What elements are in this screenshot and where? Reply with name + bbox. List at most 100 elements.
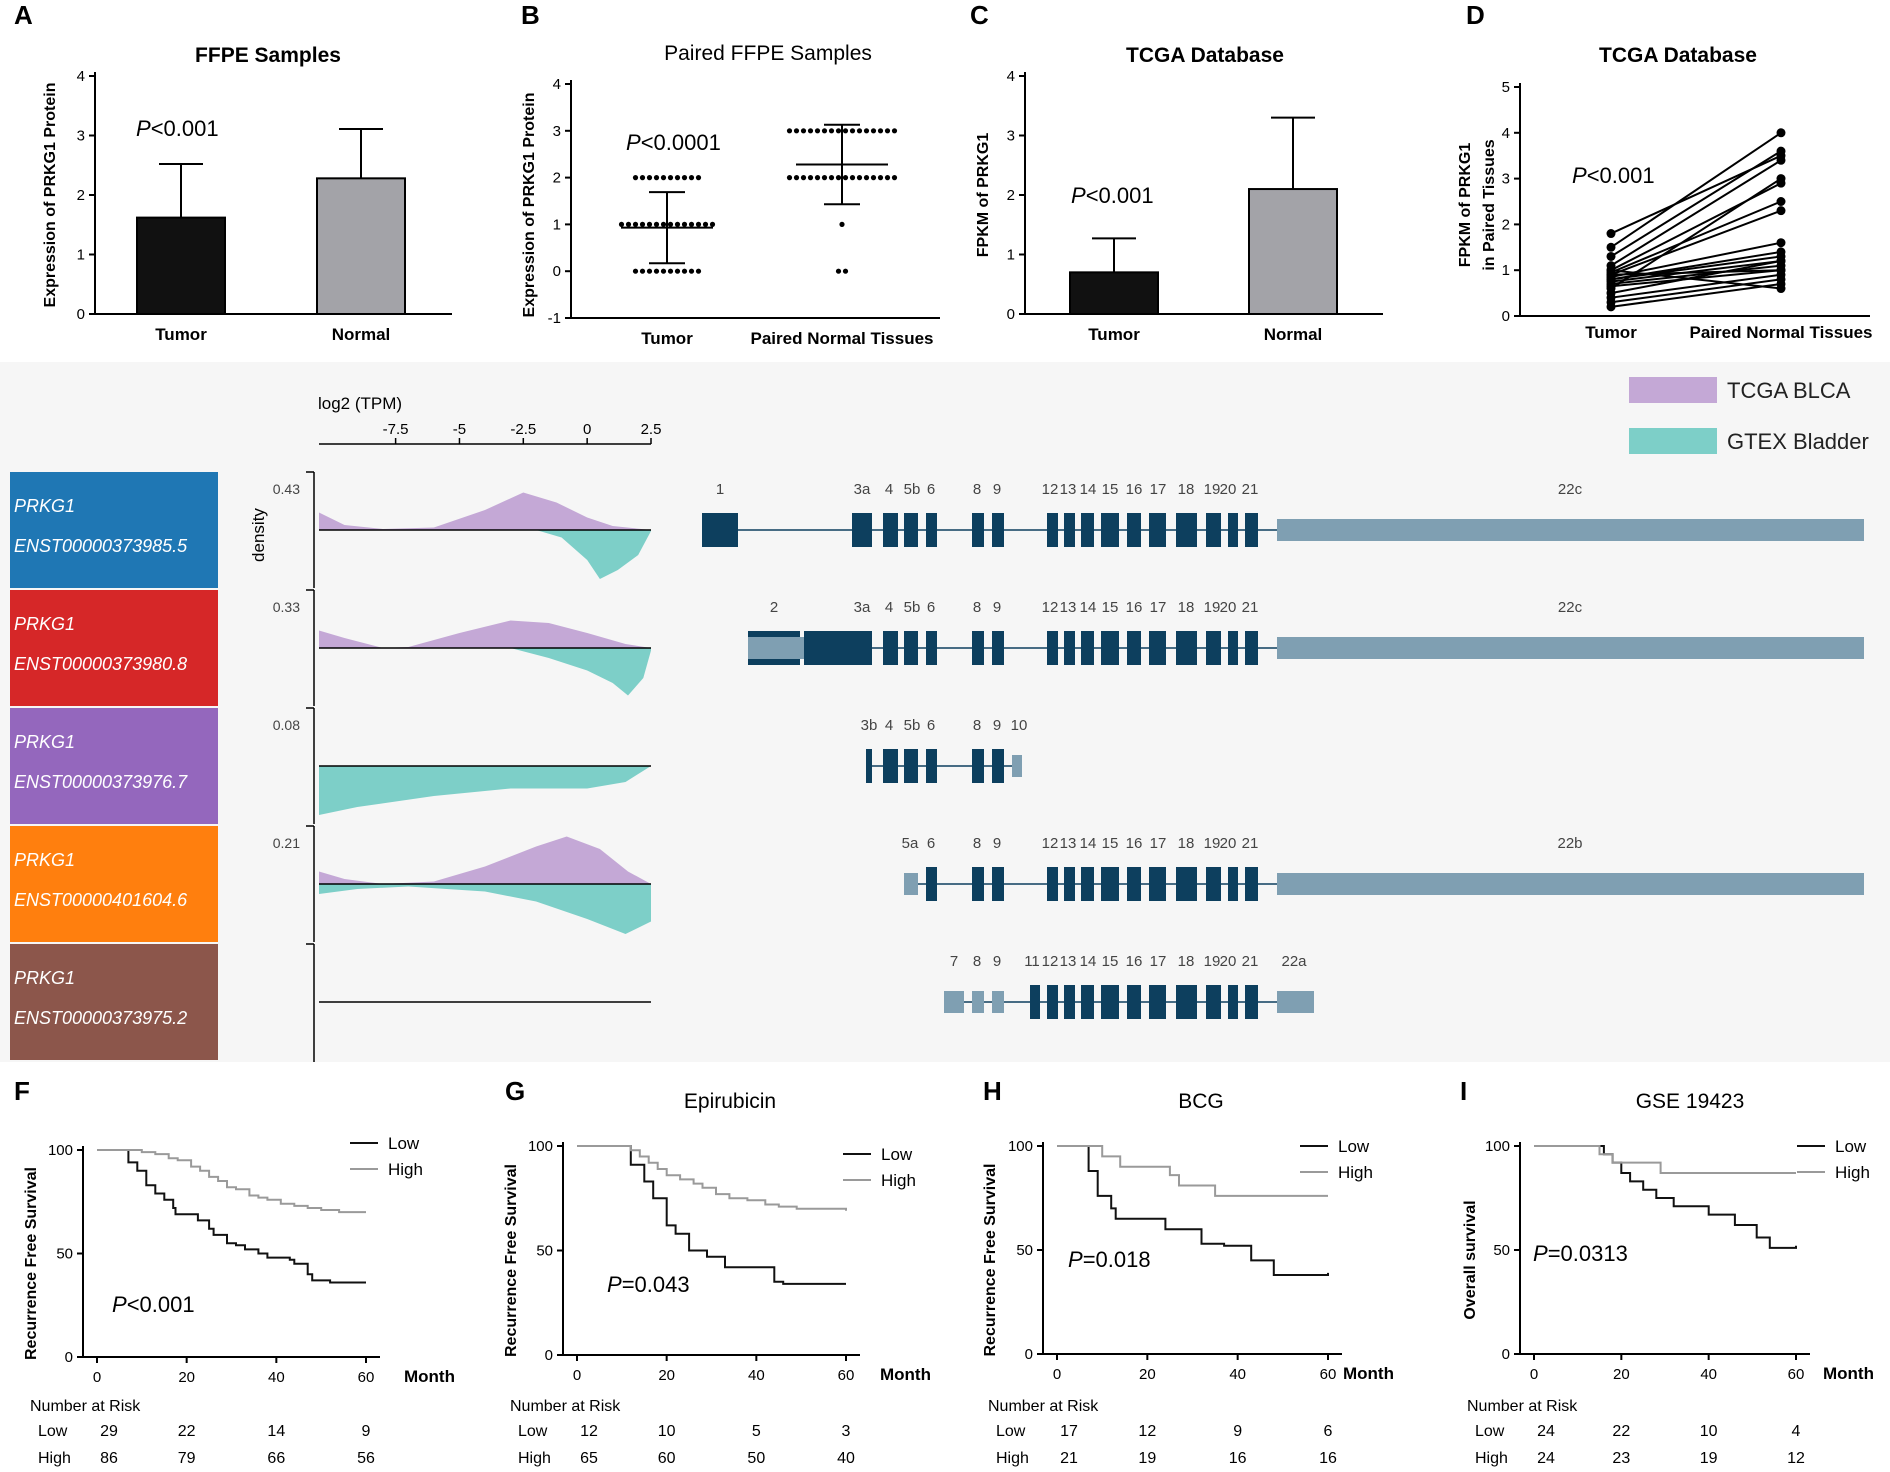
category-label: Tumor [1585,323,1637,342]
exon-17 [1149,513,1166,547]
data-point [654,222,659,227]
exon-label: 19 [1204,481,1221,498]
risk-table-title: Number at Risk [988,1398,1099,1415]
data-point [1607,284,1616,293]
exon-label: 17 [1150,835,1167,852]
chart-panel-i: GSE 19423 0 50 100 0 20 40 60 Month Overall survi… [1462,1090,1874,1467]
data-point [640,269,645,274]
isoform-id: ENST00000373980.8 [14,654,187,674]
density-max-label: 0.33 [273,599,300,615]
p-value: P<0.001 [136,116,219,141]
p-symbol: P [626,130,641,155]
data-point [654,175,659,180]
exon-5b [904,631,918,665]
exon-19 [1206,867,1221,901]
density-x-tick-label: 0 [583,421,591,438]
data-point [675,175,680,180]
data-point [878,128,883,133]
exon-22c [1277,519,1864,541]
density-max-label: 0.08 [273,717,300,733]
data-point [1607,275,1616,284]
exon-20 [1228,867,1238,901]
legend-label: Low [1338,1137,1370,1156]
data-point [836,269,841,274]
isoform-id: ENST00000373975.2 [14,1008,187,1028]
exon-label: 6 [927,481,935,498]
y-tick-label: 0 [553,263,561,280]
panel-letter-a: A [14,0,33,30]
data-point [822,128,827,133]
isoform-label-box [10,708,218,824]
y-axis-label: FPKM of PRKG1 [1457,143,1474,268]
exon-14 [1081,985,1094,1019]
risk-value: 21 [1060,1450,1078,1467]
density-x-tick-label: 2.5 [641,421,662,438]
y-tick-label: 100 [1485,1138,1510,1155]
isoform-id: ENST00000373985.5 [14,536,188,556]
km-curve-high [577,1146,846,1211]
exon-14 [1081,513,1094,547]
exon-4 [883,513,898,547]
risk-row-label: Low [1475,1423,1505,1440]
exon-21 [1245,513,1258,547]
exon-label: 5b [904,599,921,616]
y-axis-label: FPKM of PRKG1 [975,133,992,258]
y-tick-label: 100 [48,1142,73,1159]
data-point [801,128,806,133]
x-tick-label: 60 [838,1367,855,1384]
exon-6 [926,867,937,901]
exon-label: 5a [902,835,919,852]
panel-letter-d: D [1466,0,1485,30]
y-tick-label: 0 [1007,306,1015,323]
y-tick-label: 2 [1007,187,1015,204]
km-curve-low [1534,1146,1796,1248]
data-point [864,128,869,133]
exon-label: 8 [973,835,981,852]
chart-panel-f: 0501000 20 40 60 MonthRecurrence Free Surviv… [23,1134,455,1467]
panel-letter-h: H [983,1076,1002,1106]
chart-panel-d: TCGA Database012345FPKM of PRKG1 in Paire… [1457,44,1873,342]
exon-19 [1206,513,1221,547]
data-point [836,128,841,133]
exon-label: 9 [993,481,1001,498]
data-point [1777,174,1786,183]
risk-value: 12 [1138,1423,1156,1440]
risk-value: 5 [752,1423,761,1440]
exon-8 [972,631,984,665]
exon-22b [1277,873,1864,895]
utr-5prime [748,637,804,659]
y-tick-label: 0 [77,306,85,323]
exon-label: 16 [1126,599,1143,616]
exon-15 [1101,867,1119,901]
p-value: P<0.001 [1572,163,1655,188]
exon-label: 13 [1060,953,1077,970]
y-tick-label: 2 [553,170,561,187]
risk-table-title: Number at Risk [510,1398,621,1415]
exon-17 [1149,631,1166,665]
p-value: P<0.0001 [626,130,721,155]
data-point [619,222,624,227]
exon-label: 21 [1242,835,1259,852]
data-point [647,269,652,274]
risk-table-title: Number at Risk [30,1398,141,1415]
exon-19 [1206,985,1221,1019]
p-symbol: P [1068,1247,1083,1272]
chart-panel-a: FFPE Samples 0 1 2 3 4 Expression of PRKG1 Pro… [42,44,452,344]
data-point [864,175,869,180]
y-axis-label: Expression of PRKG1 Protein [42,83,59,308]
isoform-gene: PRKG1 [14,496,75,516]
data-point [892,175,897,180]
data-point [633,222,638,227]
exon-label: 15 [1102,599,1119,616]
x-axis-label: Month [880,1365,931,1384]
exon-21 [1245,985,1258,1019]
data-point [1777,156,1786,165]
p-symbol: P [1071,183,1086,208]
data-point [1777,247,1786,256]
density-x-tick-label: -5 [453,421,466,438]
x-tick-label: 40 [1700,1366,1717,1383]
exon-label: 8 [973,599,981,616]
x-tick-label: 60 [1320,1366,1337,1383]
data-point [857,128,862,133]
data-point [696,222,701,227]
